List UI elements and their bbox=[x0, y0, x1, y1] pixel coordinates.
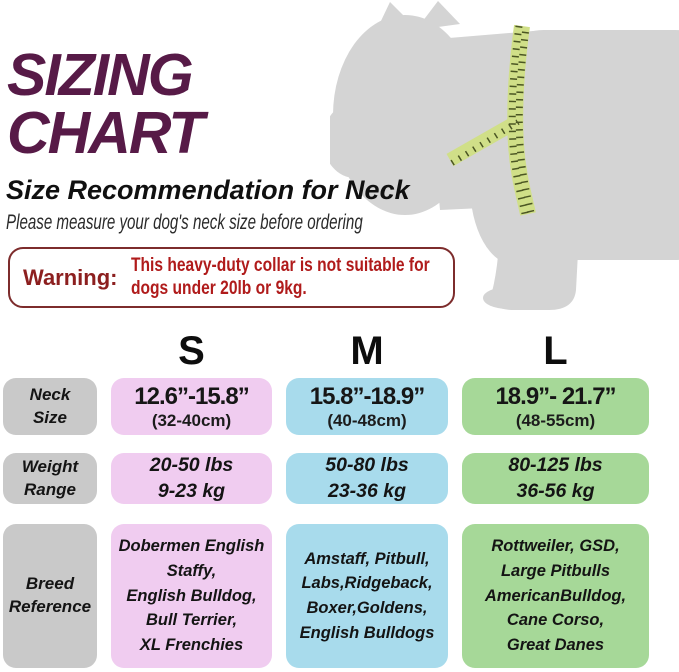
title-line-2: CHART bbox=[7, 100, 204, 166]
cell-neck-size-s: 12.6”-15.8” (32-40cm) bbox=[111, 378, 272, 435]
dog-front-leg bbox=[491, 210, 580, 310]
breed-reference-row: Breed Reference Dobermen English Staffy,… bbox=[3, 524, 649, 668]
neck-inches-l: 18.9”- 21.7” bbox=[495, 382, 616, 410]
measuring-tape bbox=[446, 24, 536, 216]
cell-breed-reference-s: Dobermen English Staffy, English Bulldog… bbox=[111, 524, 272, 668]
section-heading: Size Recommendation for Neck bbox=[6, 175, 410, 205]
cell-weight-range-m: 50-80 lbs 23-36 kg bbox=[286, 453, 448, 504]
dog-illustration bbox=[330, 1, 679, 310]
weight-range-row: Weight Range 20-50 lbs 9-23 kg 50-80 lbs… bbox=[3, 453, 649, 504]
neck-cm-m: (40-48cm) bbox=[327, 410, 407, 430]
warning-box: Warning: This heavy-duty collar is not s… bbox=[8, 247, 455, 308]
measuring-tape-vertical-band bbox=[507, 24, 536, 216]
neck-cm-s: (32-40cm) bbox=[151, 410, 232, 430]
cell-neck-size-l: 18.9”- 21.7” (48-55cm) bbox=[462, 378, 649, 435]
cell-breed-reference-m: Amstaff, Pitbull, Labs,Ridgeback, Boxer,… bbox=[286, 524, 448, 668]
dog-muzzle bbox=[330, 102, 387, 178]
measure-note: Please measure your dog's neck size befo… bbox=[6, 211, 363, 234]
page-title: SIZING CHART bbox=[7, 42, 204, 166]
neck-inches-m: 15.8”-18.9” bbox=[309, 382, 425, 410]
corner-spacer bbox=[3, 330, 97, 372]
column-header-s: S bbox=[178, 328, 205, 373]
measuring-tape-ticks-right bbox=[515, 27, 535, 214]
neck-inches-s: 12.6”-15.8” bbox=[134, 382, 249, 410]
title-line-1: SIZING bbox=[7, 42, 194, 108]
row-label-weight-range: Weight Range bbox=[3, 453, 97, 504]
size-header-row: S M L bbox=[3, 328, 649, 373]
column-header-l: L bbox=[543, 328, 568, 373]
cell-neck-size-m: 15.8”-18.9” (40-48cm) bbox=[286, 378, 448, 435]
neck-cm-l: (48-55cm) bbox=[515, 410, 596, 430]
neck-size-row: Neck Size 12.6”-15.8” (32-40cm) 15.8”-18… bbox=[3, 378, 649, 435]
cell-weight-range-s: 20-50 lbs 9-23 kg bbox=[111, 453, 272, 504]
cell-breed-reference-l: Rottweiler, GSD, Large Pitbulls American… bbox=[462, 524, 649, 668]
dog-paw bbox=[483, 287, 533, 309]
cell-weight-range-l: 80-125 lbs 36-56 kg bbox=[462, 453, 649, 504]
warning-label: Warning: bbox=[23, 264, 118, 290]
column-header-m: M bbox=[350, 328, 384, 373]
measuring-tape-neck-band bbox=[446, 113, 524, 167]
size-chart-table: S M L Neck Size 12.6”-15.8” (32-40cm) 15… bbox=[3, 328, 649, 668]
warning-message: This heavy-duty collar is not suitable f… bbox=[130, 254, 430, 299]
row-label-neck-size: Neck Size bbox=[3, 378, 97, 435]
row-label-breed-reference: Breed Reference bbox=[3, 524, 97, 668]
